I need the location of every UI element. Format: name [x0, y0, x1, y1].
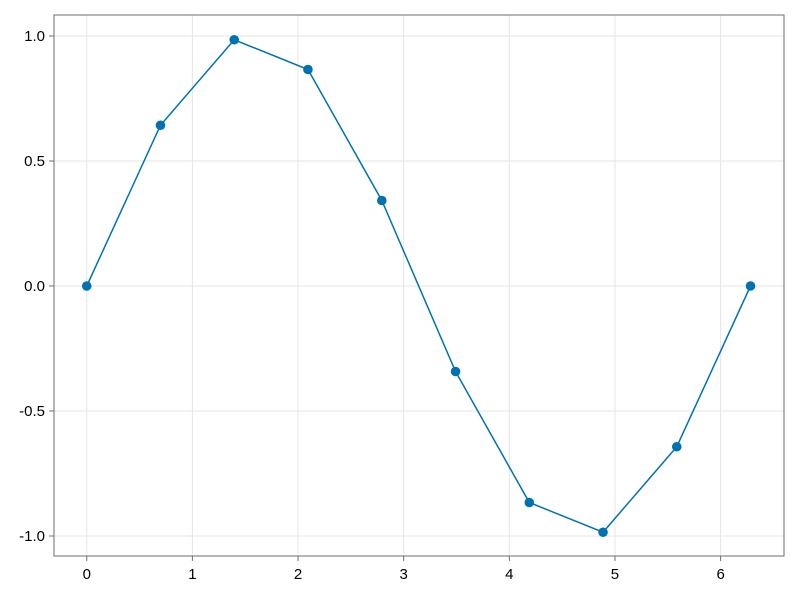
series — [81, 34, 756, 538]
ticks: 0 1 2 3 4 5 6 -1.0 -0.5 0.0 0.5 1.0 — [19, 28, 725, 583]
data-point — [671, 441, 682, 452]
data-point — [303, 64, 313, 75]
y-tick-label: 0.0 — [24, 278, 45, 295]
series-line — [86, 38, 752, 534]
data-point — [155, 120, 166, 131]
data-point — [450, 366, 461, 377]
data-point — [598, 527, 608, 538]
x-tick-label: 4 — [505, 566, 513, 583]
data-point — [229, 34, 240, 45]
x-tick-label: 6 — [716, 566, 724, 583]
data-point — [377, 195, 387, 206]
grid — [54, 15, 784, 556]
data-point — [81, 281, 92, 291]
x-tick-label: 0 — [83, 566, 91, 583]
x-tick-label: 2 — [294, 566, 302, 583]
data-point — [745, 281, 756, 291]
y-tick-label: 0.5 — [24, 153, 45, 170]
y-tick-label: -1.0 — [19, 528, 45, 545]
y-tick-label: 1.0 — [24, 28, 45, 45]
x-tick-label: 3 — [400, 566, 408, 583]
y-tick-label: -0.5 — [19, 403, 45, 420]
axes-frame — [53, 14, 785, 557]
x-tick-label: 1 — [188, 566, 196, 583]
data-point — [524, 497, 535, 508]
x-tick-label: 5 — [611, 566, 619, 583]
